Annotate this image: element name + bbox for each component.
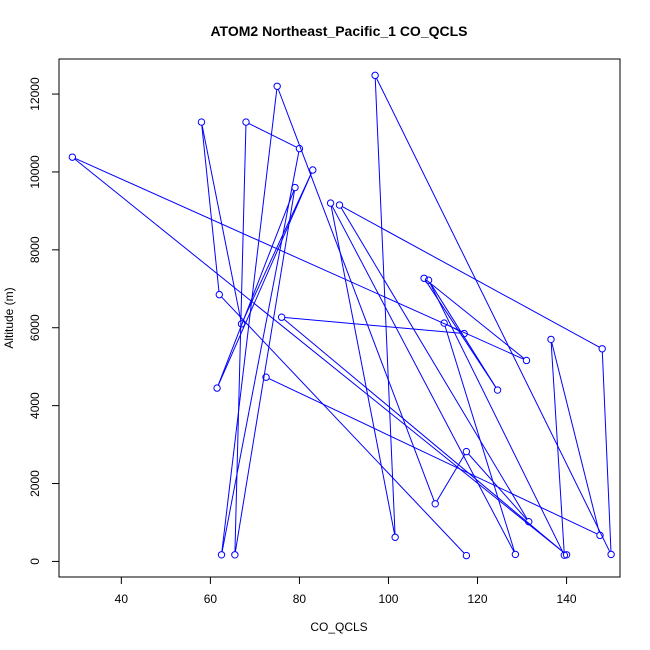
x-tick-label: 40	[115, 592, 129, 606]
y-tick-label: 2000	[28, 470, 42, 497]
series-segment	[376, 78, 611, 552]
data-point	[431, 500, 439, 508]
series-segment	[444, 325, 515, 552]
data-point	[371, 71, 379, 80]
data-point	[462, 551, 471, 560]
y-tick-label: 0	[28, 558, 42, 565]
data-point	[326, 199, 335, 207]
x-tick-label: 80	[293, 592, 307, 606]
data-point	[277, 313, 286, 321]
series-segment	[217, 190, 295, 386]
data-point	[460, 329, 468, 338]
data-point	[596, 531, 604, 540]
data-point	[511, 550, 520, 559]
data-point	[525, 517, 533, 526]
series-segment	[331, 205, 515, 552]
x-axis: 40 60 80 100 120 140	[115, 577, 577, 606]
y-axis: 0 2000 4000 6000 8000 10000 12000	[28, 77, 59, 565]
series-segment	[550, 342, 565, 553]
data-point	[197, 118, 206, 126]
series-segment	[248, 123, 297, 148]
data-point	[424, 276, 433, 284]
data-point	[262, 373, 270, 381]
series-segment	[234, 125, 247, 552]
series-segment	[242, 172, 312, 322]
data-point	[440, 319, 448, 327]
plot-frame	[58, 58, 621, 578]
x-tick-label: 140	[557, 592, 577, 606]
data-point	[217, 551, 226, 559]
series-segment	[201, 125, 220, 292]
data-point	[547, 335, 555, 344]
series-segment	[426, 279, 525, 359]
series-segment	[268, 378, 598, 535]
series-segment	[601, 351, 612, 552]
chart-title: ATOM2 Northeast_Pacific_1 CO_QCLS	[210, 23, 467, 39]
series-segment	[277, 89, 435, 501]
series-segment	[75, 157, 524, 360]
data-point	[420, 274, 428, 282]
series-segment	[217, 172, 312, 386]
series-segment	[340, 207, 528, 520]
data-point	[493, 386, 502, 394]
series-segment	[234, 190, 295, 552]
data-point	[295, 144, 304, 153]
data-point	[560, 551, 569, 559]
series-segment	[429, 282, 497, 388]
data-point	[598, 345, 606, 353]
data-point	[607, 550, 615, 559]
series-segment	[221, 296, 465, 554]
data-point	[242, 118, 250, 126]
series-segment	[221, 89, 278, 552]
series-segment	[284, 317, 462, 334]
data-point	[273, 82, 281, 90]
data-point	[237, 320, 246, 328]
series-segment	[436, 454, 466, 502]
y-tick-label: 4000	[28, 392, 42, 419]
series-segment	[201, 125, 242, 321]
x-axis-label: CO_QCLS	[310, 620, 367, 634]
data-point	[309, 166, 317, 174]
data-point	[291, 183, 299, 192]
y-tick-label: 12000	[28, 77, 42, 111]
data-point	[215, 290, 223, 299]
x-tick-label: 100	[378, 592, 398, 606]
y-tick-label: 8000	[28, 236, 42, 263]
series-layer	[68, 71, 615, 560]
data-point	[522, 356, 531, 365]
data-point	[335, 201, 344, 209]
series-segment	[221, 151, 300, 552]
y-tick-label: 6000	[28, 314, 42, 341]
series-segment	[551, 342, 600, 533]
series-segment	[330, 206, 396, 535]
series-segment	[429, 282, 564, 553]
series-segment	[342, 206, 600, 348]
data-point	[462, 447, 471, 456]
x-tick-label: 120	[468, 592, 488, 606]
series-segment	[283, 318, 565, 554]
data-point	[68, 153, 77, 161]
data-point	[213, 384, 221, 392]
series-segment	[74, 158, 565, 554]
y-tick-label: 10000	[28, 155, 42, 189]
x-tick-label: 60	[204, 592, 218, 606]
data-point	[391, 533, 399, 541]
data-point	[231, 551, 239, 559]
y-axis-label: Altitude (m)	[2, 287, 16, 348]
